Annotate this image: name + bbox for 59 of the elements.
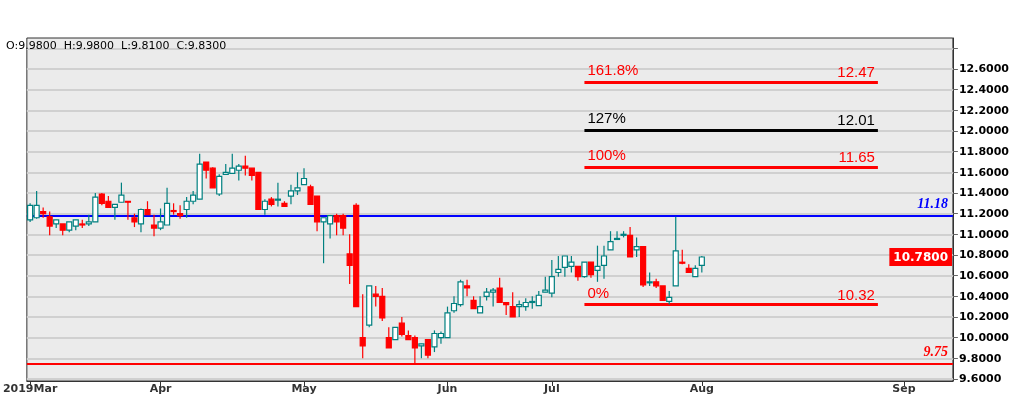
candlestick bbox=[216, 173, 223, 197]
candlestick bbox=[594, 245, 601, 283]
candlestick bbox=[177, 204, 184, 220]
candlestick bbox=[46, 210, 53, 236]
annotation: 0% bbox=[587, 283, 610, 301]
ref-line-label: 9.75 bbox=[923, 343, 948, 359]
y-tick-label: 12.2000 bbox=[958, 103, 1010, 117]
y-tick-label: 9.8000 bbox=[958, 351, 1002, 365]
x-tick-label: Sep bbox=[892, 382, 916, 395]
candlestick bbox=[124, 200, 132, 221]
candlestick bbox=[509, 291, 516, 318]
candlestick bbox=[150, 214, 158, 237]
y-tick-label: 12.4000 bbox=[958, 83, 1010, 97]
x-tick-label: 2019Mar bbox=[2, 382, 58, 395]
y-tick-label: 11.6000 bbox=[958, 165, 1010, 179]
candlestick bbox=[613, 230, 621, 241]
y-tick-label: 12.0000 bbox=[958, 124, 1010, 138]
x-tick-label: Jun bbox=[436, 382, 458, 395]
candlestick bbox=[600, 245, 608, 280]
candlestick bbox=[626, 226, 634, 258]
annotation: O:9.9800 H:9.9800 L:9.8100 C:9.8300 bbox=[6, 39, 227, 52]
y-tick-label: 12.6000 bbox=[958, 62, 1010, 76]
candlestick bbox=[555, 255, 562, 278]
x-tick-label: Apr bbox=[149, 382, 173, 395]
x-tick-label: Aug bbox=[689, 382, 714, 395]
y-tick-label: 11.8000 bbox=[958, 145, 1010, 159]
annotation: 161.8% bbox=[587, 61, 639, 79]
candlestick bbox=[607, 230, 614, 251]
x-tick-label: May bbox=[291, 382, 317, 395]
candlestick bbox=[633, 236, 640, 258]
y-tick-label: 10.2000 bbox=[958, 310, 1010, 324]
ref-line-label: 12.01 bbox=[837, 110, 875, 128]
candlestick bbox=[463, 279, 471, 297]
y-tick-label: 10.4000 bbox=[958, 289, 1010, 303]
candlestick bbox=[359, 293, 366, 359]
candlestick bbox=[111, 203, 118, 221]
candlestick bbox=[424, 339, 432, 359]
ref-line-label: 11.18 bbox=[917, 196, 948, 212]
candlestick bbox=[274, 182, 282, 207]
y-tick-label: 10.6000 bbox=[958, 269, 1010, 283]
candlestick bbox=[118, 182, 125, 203]
candlestick bbox=[300, 167, 308, 186]
annotation: 127% bbox=[587, 108, 626, 126]
annotation: 100% bbox=[587, 146, 626, 164]
candlestick bbox=[398, 316, 405, 338]
candlestick bbox=[385, 326, 392, 349]
candlestick bbox=[137, 207, 145, 233]
y-tick-label: 10.0000 bbox=[958, 331, 1010, 345]
candlestick bbox=[476, 295, 484, 314]
y-tick-label: 9.6000 bbox=[958, 372, 1002, 386]
y-tick-label: 11.4000 bbox=[958, 186, 1010, 200]
annotation: 10.7800 bbox=[893, 250, 948, 265]
ref-line-label: 10.32 bbox=[837, 285, 875, 303]
ref-line-label: 11.65 bbox=[838, 148, 875, 166]
x-tick-label: Jul bbox=[542, 382, 560, 395]
y-tick-label: 10.8000 bbox=[958, 248, 1010, 262]
ref-line-label: 12.47 bbox=[837, 63, 875, 81]
y-tick-label: 11.2000 bbox=[958, 207, 1010, 221]
y-tick-label: 11.0000 bbox=[958, 227, 1010, 241]
